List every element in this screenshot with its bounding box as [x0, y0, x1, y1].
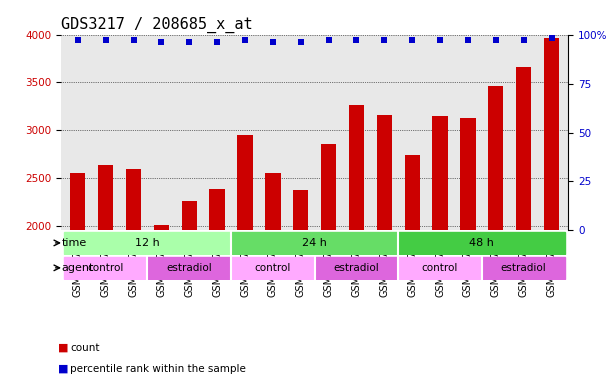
Point: [547, 35, 557, 41]
Bar: [181, 201, 197, 384]
Bar: [349, 105, 364, 384]
Bar: [398, 232, 565, 254]
Bar: [516, 67, 532, 384]
Text: ■: ■: [58, 364, 68, 374]
Bar: [293, 190, 309, 384]
Bar: [321, 144, 336, 384]
Text: control: control: [255, 263, 291, 273]
Text: control: control: [87, 263, 124, 273]
Point: [240, 37, 250, 43]
Point: [156, 39, 166, 45]
Text: percentile rank within the sample: percentile rank within the sample: [70, 364, 246, 374]
Text: estradiol: estradiol: [501, 263, 546, 273]
Text: estradiol: estradiol: [166, 263, 212, 273]
Point: [491, 37, 500, 43]
Point: [519, 37, 529, 43]
Point: [324, 37, 334, 43]
Point: [408, 37, 417, 43]
Point: [129, 37, 139, 43]
Bar: [154, 225, 169, 384]
Point: [212, 39, 222, 45]
Text: control: control: [422, 263, 458, 273]
Point: [73, 37, 82, 43]
Text: 24 h: 24 h: [302, 238, 327, 248]
Text: time: time: [62, 238, 87, 248]
Bar: [376, 115, 392, 384]
Bar: [460, 118, 475, 384]
Text: 48 h: 48 h: [469, 238, 494, 248]
Bar: [70, 173, 86, 384]
Bar: [231, 257, 315, 279]
Bar: [315, 257, 398, 279]
Point: [185, 39, 194, 45]
Text: agent: agent: [62, 263, 94, 273]
Point: [268, 39, 278, 45]
Text: estradiol: estradiol: [334, 263, 379, 273]
Text: GDS3217 / 208685_x_at: GDS3217 / 208685_x_at: [61, 17, 253, 33]
Bar: [231, 232, 398, 254]
Bar: [98, 166, 114, 384]
Point: [101, 37, 111, 43]
Bar: [64, 232, 231, 254]
Point: [351, 37, 361, 43]
Bar: [488, 86, 503, 384]
Bar: [404, 155, 420, 384]
Bar: [398, 257, 482, 279]
Point: [435, 37, 445, 43]
Bar: [210, 189, 225, 384]
Bar: [265, 173, 280, 384]
Text: 12 h: 12 h: [135, 238, 160, 248]
Bar: [237, 135, 253, 384]
Point: [379, 37, 389, 43]
Bar: [544, 38, 559, 384]
Bar: [64, 257, 147, 279]
Point: [463, 37, 473, 43]
Bar: [147, 257, 231, 279]
Bar: [126, 169, 141, 384]
Text: ■: ■: [58, 343, 68, 353]
Text: count: count: [70, 343, 100, 353]
Bar: [482, 257, 565, 279]
Bar: [433, 116, 448, 384]
Point: [296, 39, 306, 45]
